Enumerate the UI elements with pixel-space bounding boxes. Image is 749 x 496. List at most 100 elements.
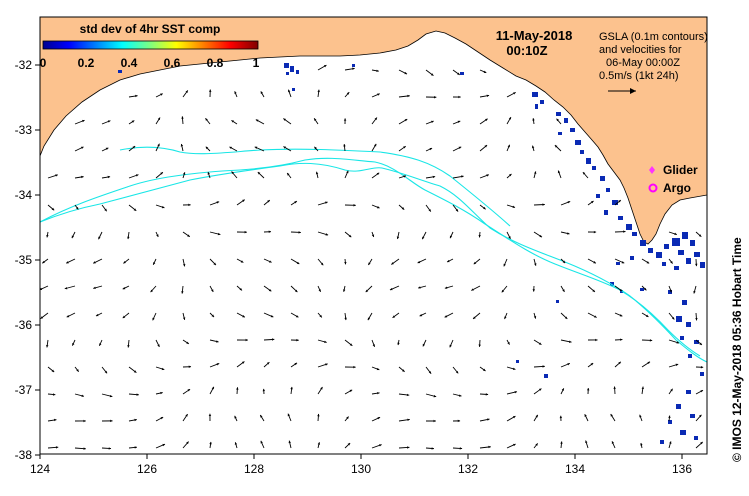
velocity-arrow-head <box>618 361 621 365</box>
velocity-arrow-head <box>162 443 165 447</box>
velocity-arrow-head <box>428 209 431 212</box>
velocity-arrow-head <box>95 313 99 317</box>
velocity-arrow-head <box>205 118 208 121</box>
velocity-arrow-head <box>122 286 126 290</box>
velocity-arrow-head <box>458 95 461 99</box>
velocity-arrow-head <box>669 289 672 293</box>
velocity-arrow-head <box>389 287 393 291</box>
velocity-arrow-head <box>675 363 679 367</box>
velocity-arrow-head <box>538 342 542 345</box>
velocity-arrow-head <box>554 145 558 148</box>
velocity-arrow-head <box>512 205 516 208</box>
velocity-arrow-head <box>455 370 459 374</box>
velocity-arrow-head <box>695 318 698 321</box>
velocity-arrow-head <box>66 314 70 318</box>
velocity-arrow-head <box>52 393 56 396</box>
velocity-arrow-head <box>132 146 136 149</box>
velocity-arrow-head <box>288 440 291 444</box>
velocity-arrow-head <box>507 144 510 148</box>
velocity-arrow-head <box>486 94 490 98</box>
velocity-arrow-head <box>242 199 245 202</box>
velocity-arrow-head <box>317 442 321 445</box>
velocity-arrow-head <box>645 314 649 317</box>
plot-frame <box>39 16 708 455</box>
velocity-arrow-head <box>539 234 542 238</box>
velocity-arrow-head <box>431 447 434 450</box>
velocity-arrow-head <box>240 260 244 263</box>
velocity-arrow-head <box>99 343 102 346</box>
velocity-arrow-head <box>105 147 109 150</box>
sst-patches <box>118 63 705 444</box>
velocity-arrow-head <box>229 146 233 150</box>
velocity-arrow-head <box>429 147 433 151</box>
velocity-arrow-head <box>317 89 320 93</box>
velocity-arrow-head <box>401 207 405 210</box>
velocity-arrow-head <box>483 70 487 73</box>
info-line-4: 0.5m/s (1kt 24h) <box>599 70 678 82</box>
velocity-arrow-head <box>473 316 476 319</box>
velocity-arrow-head <box>542 203 545 206</box>
velocity-arrow-head <box>444 315 448 318</box>
velocity-arrow-head <box>107 120 111 123</box>
velocity-arrow-head <box>187 389 191 392</box>
velocity-arrow-head <box>216 340 219 343</box>
velocity-arrow-head <box>208 89 212 92</box>
velocity-arrow-head <box>314 118 317 121</box>
velocity-arrow-head <box>347 443 351 446</box>
velocity-arrow-head <box>185 414 188 417</box>
velocity-arrow-head <box>504 316 507 320</box>
velocity-arrow-head <box>403 146 406 149</box>
x-tick-label: 134 <box>565 462 585 476</box>
velocity-arrow-head <box>533 316 537 319</box>
velocity-arrow-head <box>287 89 291 93</box>
y-tick-label: -36 <box>15 318 33 332</box>
velocity-arrow-head <box>391 262 394 265</box>
velocity-arrow-head <box>449 235 453 239</box>
velocity-arrow-head <box>133 370 137 373</box>
velocity-arrow-head <box>670 388 673 392</box>
velocity-arrow-head <box>294 362 298 366</box>
velocity-arrow-head <box>457 72 460 75</box>
x-tick-label: 136 <box>672 462 692 476</box>
gsla-contour <box>40 162 707 363</box>
velocity-arrow-head <box>346 92 350 95</box>
y-tick-label: -37 <box>15 383 33 397</box>
velocity-arrow-head <box>107 175 111 179</box>
velocity-arrow-head <box>534 263 537 266</box>
velocity-arrow-head <box>244 230 247 234</box>
velocity-arrow-head <box>512 367 516 370</box>
velocity-arrow-head <box>531 145 535 149</box>
velocity-arrow-head <box>245 338 248 342</box>
velocity-arrow-head <box>595 338 598 342</box>
velocity-arrow-head <box>698 234 702 237</box>
colorbar-tick: 0.6 <box>164 56 181 70</box>
info-line-3: 06-May 00:00Z <box>606 57 680 69</box>
velocity-arrow-head <box>670 261 673 264</box>
velocity-arrow-head <box>207 172 210 175</box>
velocity-arrow-head <box>160 391 163 395</box>
velocity-arrow-head <box>270 314 274 318</box>
velocity-arrow-head <box>514 390 518 394</box>
velocity-arrow-head <box>156 234 159 237</box>
velocity-arrow-head <box>562 289 565 292</box>
velocity-arrow-head <box>352 67 355 71</box>
velocity-arrow-head <box>324 340 327 344</box>
velocity-arrow-head <box>535 414 538 418</box>
velocity-arrow-head <box>376 367 380 371</box>
velocity-arrow-head <box>586 388 590 391</box>
argo-legend-label: Argo <box>663 181 691 195</box>
velocity-arrow-head <box>567 363 570 366</box>
velocity-arrow-head <box>643 287 647 291</box>
y-axis-ticks <box>35 64 40 456</box>
colorbar <box>42 40 259 50</box>
velocity-arrow-head <box>268 230 272 234</box>
velocity-arrow-head <box>418 286 421 289</box>
velocity-arrow-head <box>455 208 459 212</box>
colorbar-ticks: 0 0.2 0.4 0.6 0.8 1 <box>40 56 260 70</box>
velocity-arrow-head <box>432 175 436 179</box>
velocity-arrow-head <box>343 144 346 147</box>
velocity-arrow-head <box>283 146 287 149</box>
velocity-arrow-head <box>564 316 568 319</box>
velocity-arrow-head <box>538 388 542 391</box>
velocity-arrow-head <box>160 417 164 420</box>
